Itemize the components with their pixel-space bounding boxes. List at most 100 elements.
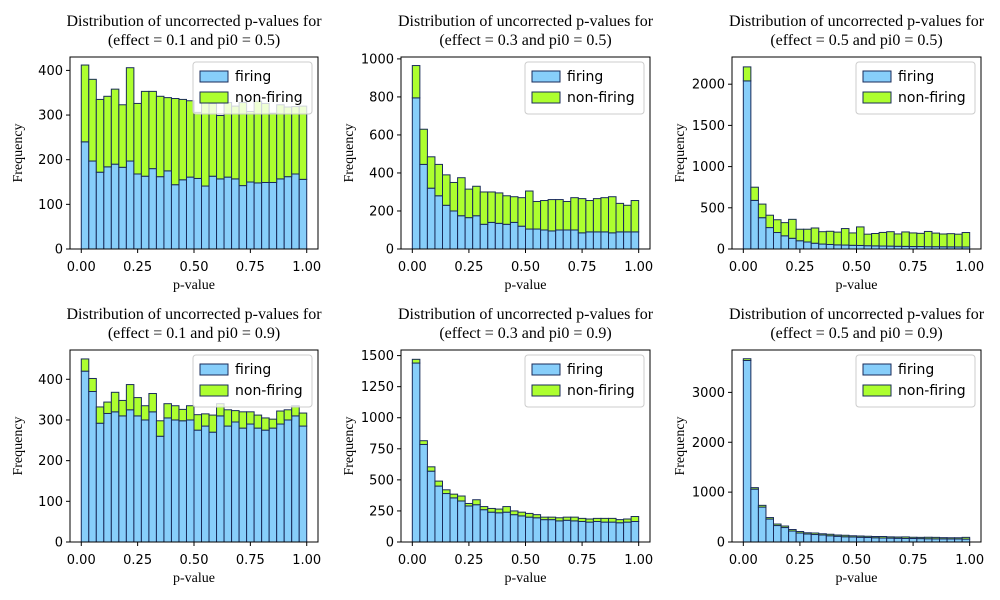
histogram-bar: [773, 232, 782, 250]
y-tick-label: 1500: [692, 119, 725, 134]
histogram-bar: [525, 190, 534, 230]
histogram-bar: [201, 425, 210, 543]
histogram-bar: [118, 399, 127, 417]
histogram-bar: [863, 537, 873, 543]
histogram-bar: [623, 204, 632, 233]
x-tick-label: 0.00: [67, 260, 96, 275]
histogram-bar: [570, 229, 579, 250]
histogram-bar: [103, 95, 112, 168]
histogram-bar: [449, 497, 459, 543]
series-non-firing: [411, 358, 640, 524]
histogram-bar: [863, 233, 873, 247]
histogram-bar: [426, 187, 436, 250]
histogram-bar: [525, 512, 534, 518]
y-tick-label: 400: [38, 373, 63, 388]
histogram-bar: [555, 517, 564, 522]
histogram-bar: [908, 538, 918, 543]
histogram-bar: [630, 200, 640, 233]
legend: firing non-firing: [524, 354, 645, 408]
histogram-bar: [80, 141, 90, 250]
histogram-bar: [178, 420, 187, 543]
histogram-bar: [185, 176, 195, 250]
y-axis-label: Frequency: [11, 416, 26, 475]
histogram-bar: [246, 411, 255, 425]
histogram-bar: [178, 179, 187, 250]
histogram-bar: [80, 358, 90, 372]
y-tick-label: 2000: [692, 78, 725, 93]
legend-entry-label: non-firing: [235, 90, 303, 106]
histogram-bar: [283, 419, 293, 543]
x-tick-label: 0.25: [123, 260, 152, 275]
histogram-bar: [517, 515, 526, 543]
y-axis-label: Frequency: [342, 123, 357, 182]
histogram-bar: [780, 222, 790, 237]
x-tick-label: 0.50: [842, 553, 871, 568]
histogram-bar: [509, 510, 519, 516]
histogram-bar: [547, 199, 557, 232]
histogram-bar: [133, 415, 142, 543]
x-tick-label: 0.00: [398, 553, 427, 568]
histogram-bar: [509, 221, 519, 250]
x-axis-label: p-value: [836, 278, 878, 293]
x-tick-label: 0.50: [511, 260, 540, 275]
histogram-bar: [562, 519, 572, 543]
histogram-bar: [810, 227, 820, 244]
y-tick-label: 400: [38, 64, 63, 79]
histogram-bar: [472, 185, 481, 217]
legend-entry-label: non-firing: [235, 383, 303, 399]
histogram-bar: [592, 231, 602, 250]
x-tick-label: 1.00: [292, 260, 321, 275]
histogram-bar: [457, 215, 466, 250]
y-tick-label: 300: [38, 413, 63, 428]
histogram-bar: [863, 535, 873, 539]
histogram-bar: [298, 178, 308, 250]
histogram-bar: [871, 536, 880, 539]
histogram-bar: [931, 232, 940, 248]
histogram-bar: [525, 516, 534, 543]
histogram-bar: [231, 421, 240, 543]
histogram-bar: [449, 210, 459, 250]
legend: firing non-firing: [524, 61, 645, 115]
histogram-bar: [148, 90, 157, 170]
histogram-bar: [253, 414, 263, 429]
x-tick-label: 0.50: [180, 260, 209, 275]
histogram-bar: [118, 104, 127, 168]
histogram-bar: [773, 523, 782, 527]
histogram-bar: [268, 112, 278, 183]
histogram-bar: [494, 512, 504, 543]
histogram-bar: [88, 390, 97, 543]
histogram-bar: [780, 527, 790, 543]
histogram-bar: [479, 506, 489, 511]
histogram-bar: [223, 176, 233, 250]
histogram-bar: [562, 200, 572, 231]
x-tick-label: 0.75: [236, 553, 265, 568]
histogram-bar: [464, 188, 474, 219]
histogram-bar: [608, 517, 617, 523]
chart-title-line: (effect = 0.5 and pi0 = 0.9): [770, 325, 942, 342]
chart-title-line: Distribution of uncorrected p-values for: [729, 306, 985, 323]
histogram-bar: [878, 231, 888, 247]
histogram-bar: [133, 102, 142, 175]
histogram-bar: [848, 232, 857, 246]
histogram-bar: [193, 111, 203, 179]
y-tick-label: 1500: [361, 349, 394, 364]
y-tick-label: 800: [369, 90, 394, 105]
histogram-bar: [163, 97, 172, 172]
histogram-bar: [253, 182, 263, 250]
histogram-bar: [110, 411, 120, 543]
histogram-bar: [238, 185, 248, 250]
histogram-bar: [298, 412, 308, 427]
legend-swatch: [531, 70, 561, 83]
chart-title-line: Distribution of uncorrected p-values for: [398, 306, 654, 323]
histogram-bar: [472, 504, 481, 543]
histogram-bar: [291, 415, 300, 543]
histogram-bar: [555, 199, 564, 231]
histogram-bar: [901, 536, 910, 539]
histogram-bar: [231, 410, 240, 423]
legend-swatch: [199, 384, 229, 397]
histogram-bar: [765, 517, 774, 520]
series-firing: [80, 370, 308, 543]
histogram-bar: [757, 203, 767, 219]
histogram-bar: [268, 418, 278, 429]
